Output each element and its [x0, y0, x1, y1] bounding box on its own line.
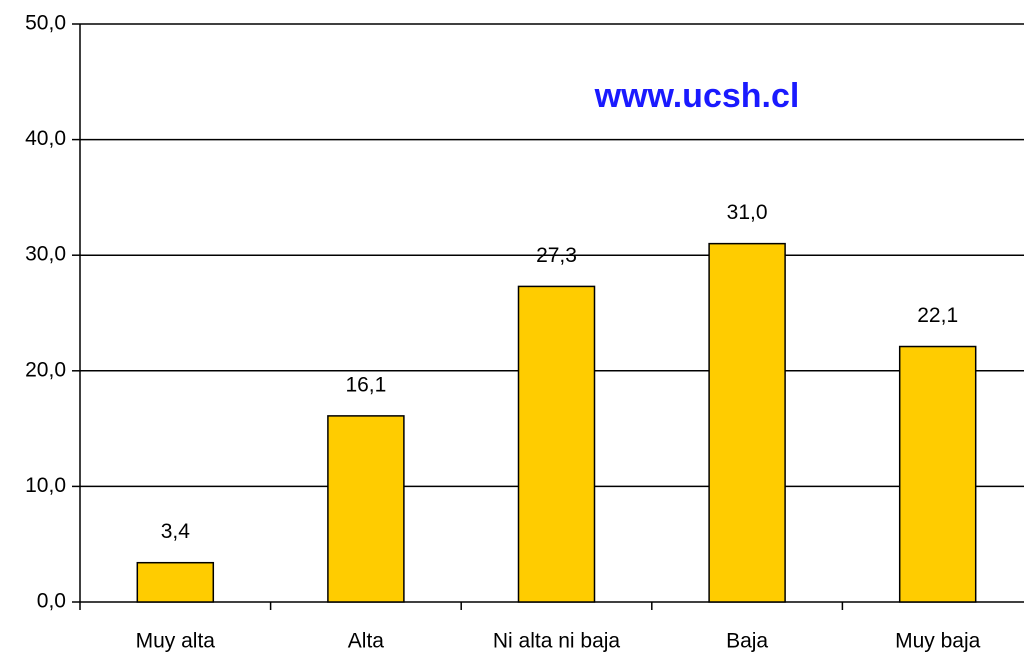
x-tick-label: Muy alta — [136, 630, 216, 653]
annotation: www.ucsh.cl — [594, 77, 800, 115]
bar — [327, 415, 405, 603]
y-tick-label: 30,0 — [25, 243, 66, 266]
x-tick-label: Muy baja — [895, 630, 981, 653]
y-tick-label: 10,0 — [25, 474, 66, 497]
value-label: 22,1 — [917, 304, 958, 327]
value-label: 31,0 — [727, 201, 768, 224]
y-tick-label: 50,0 — [25, 12, 66, 35]
bar — [898, 345, 977, 603]
x-tick-label: Baja — [726, 630, 768, 653]
y-tick-label: 0,0 — [37, 590, 66, 613]
y-tick-label: 40,0 — [25, 127, 66, 150]
x-tick-label: Alta — [348, 630, 385, 653]
bar — [517, 285, 596, 603]
bar — [136, 561, 215, 603]
x-tick-label: Ni alta ni baja — [493, 630, 621, 653]
y-tick-label: 20,0 — [25, 358, 66, 381]
value-label: 3,4 — [161, 520, 191, 543]
value-label: 27,3 — [536, 244, 577, 267]
value-label: 16,1 — [345, 373, 386, 396]
bar — [708, 242, 786, 603]
